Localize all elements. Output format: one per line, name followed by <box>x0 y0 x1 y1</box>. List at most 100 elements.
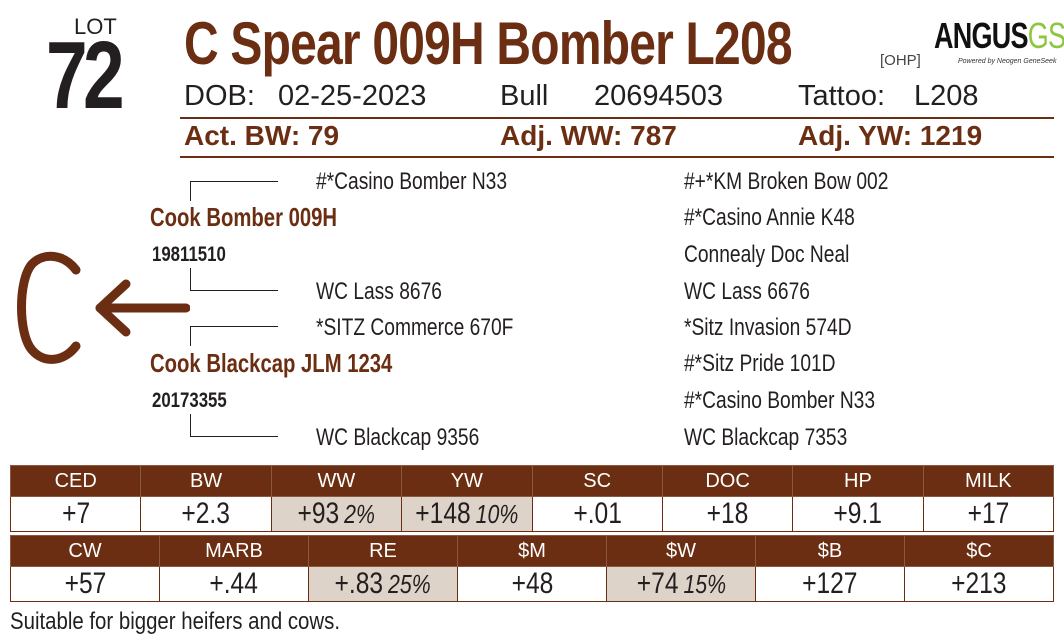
epd-value: +93 <box>297 497 340 531</box>
logo-subtitle: Powered by Neogen GeneSeek <box>958 58 1057 65</box>
logo-wordmark: ANGUSGS <box>934 18 1064 54</box>
epd-header: $W <box>606 535 756 567</box>
logo-accent-text: GS <box>1027 15 1064 56</box>
epd-header: DOC <box>661 465 794 497</box>
epd-cell: +.83 25% <box>308 566 458 602</box>
epd-value: +213 <box>951 567 1007 601</box>
adjusted-yearling-weight: Adj. YW: 1219 <box>798 120 983 151</box>
epd-table-2: CW MARB RE $M $W $B $C +57 +.44 +.83 25% … <box>10 535 1054 602</box>
sire-sire-name: #*Casino Bomber N33 <box>316 168 508 195</box>
header-divider-top <box>180 117 1054 119</box>
epd-cell: +.44 <box>159 566 309 602</box>
epd-value: +18 <box>706 497 749 531</box>
epd-percentile: 2% <box>344 499 376 529</box>
epd-header: $M <box>457 535 607 567</box>
registration-number: 20694503 <box>594 80 724 112</box>
dob-value: 02-25-2023 <box>278 80 427 112</box>
epd-header: HP <box>792 465 924 497</box>
epd-cell: +9.1 <box>792 496 924 532</box>
arrow-left-icon <box>95 279 190 337</box>
third-gen-5: *Sitz Invasion 574D <box>684 314 852 341</box>
epd-cell: +48 <box>457 566 607 602</box>
epd-value: +9.1 <box>833 497 883 531</box>
epd-cell: +74 15% <box>606 566 756 602</box>
epd-value: +7 <box>61 497 90 531</box>
epd-header: CW <box>10 535 160 567</box>
epd-value: +.83 <box>334 567 384 601</box>
epd-cell: +2.3 <box>140 496 272 532</box>
sire-dam-connector <box>190 290 278 291</box>
epd-value: +.01 <box>572 497 622 531</box>
sire-upper-bracket <box>190 181 191 201</box>
epd-cell: +57 <box>10 566 160 602</box>
dam-name: Cook Blackcap JLM 1234 <box>150 348 393 378</box>
epd-header-row: CW MARB RE $M $W $B $C <box>10 535 1054 567</box>
epd-cell: +.01 <box>531 496 663 532</box>
third-gen-4: WC Lass 6676 <box>684 278 810 305</box>
grade-c-mark <box>17 251 81 364</box>
logo-main-text: ANGUS <box>934 15 1029 56</box>
sire-registration: 19811510 <box>152 243 226 266</box>
epd-value: +17 <box>967 497 1010 531</box>
epd-cell: +213 <box>904 566 1054 602</box>
third-gen-1: #+*KM Broken Bow 002 <box>684 168 889 195</box>
epd-value: +48 <box>511 567 553 601</box>
epd-value: +2.3 <box>181 497 231 531</box>
epd-percentile: 15% <box>682 569 726 599</box>
sire-name: Cook Bomber 009H <box>150 202 338 232</box>
epd-header: RE <box>308 535 458 567</box>
epd-header: BW <box>140 465 272 497</box>
header-divider-bottom <box>180 156 1054 158</box>
epd-header: $B <box>755 535 905 567</box>
epd-header: WW <box>270 465 403 497</box>
epd-header: MARB <box>159 535 309 567</box>
angus-gs-logo: ANGUSGS Powered by Neogen GeneSeek <box>934 18 1064 72</box>
tattoo-value: L208 <box>914 80 979 112</box>
third-gen-6: #*Sitz Pride 101D <box>684 350 836 377</box>
epd-cell: +93 2% <box>270 496 403 532</box>
dam-sire-connector <box>190 326 278 327</box>
epd-cell: +148 10% <box>401 496 533 532</box>
dam-registration: 20173355 <box>152 389 227 412</box>
animal-name: C Spear 009H Bomber L208 <box>184 10 793 77</box>
epd-cell: +127 <box>755 566 905 602</box>
dam-lower-bracket <box>190 414 191 436</box>
sire-dam-name: WC Lass 8676 <box>316 278 442 305</box>
dam-sire-name: *SITZ Commerce 670F <box>316 314 514 341</box>
third-gen-7: #*Casino Bomber N33 <box>684 387 876 414</box>
epd-cell: +18 <box>661 496 794 532</box>
sire-sire-connector <box>190 181 278 182</box>
epd-header: $C <box>904 535 1054 567</box>
lot-label: LOT <box>74 14 117 39</box>
epd-value: +.44 <box>209 567 259 601</box>
third-gen-2: #*Casino Annie K48 <box>684 204 855 231</box>
epd-header: SC <box>531 465 663 497</box>
adjusted-weaning-weight: Adj. WW: 787 <box>500 120 677 151</box>
tattoo-label: Tattoo: <box>798 80 886 112</box>
epd-cell: +7 <box>9 496 142 532</box>
third-gen-3: Connealy Doc Neal <box>684 241 850 268</box>
epd-header: MILK <box>922 465 1055 497</box>
epd-header: CED <box>9 465 142 497</box>
epd-value: +74 <box>636 567 679 601</box>
epd-value: +57 <box>64 567 106 601</box>
epd-value: +148 <box>415 497 471 531</box>
epd-cell: +17 <box>922 496 1055 532</box>
sire-lower-bracket <box>190 268 191 290</box>
epd-value-row: +57 +.44 +.83 25% +48 +74 15% +127 +213 <box>10 566 1054 602</box>
lot-number: 72 <box>46 22 125 129</box>
sex-value: Bull <box>500 80 549 112</box>
epd-header: YW <box>401 465 533 497</box>
epd-value: +127 <box>802 567 858 601</box>
epd-percentile: 25% <box>388 569 432 599</box>
dam-dam-connector <box>190 436 278 437</box>
actual-birth-weight: Act. BW: 79 <box>184 120 340 151</box>
dam-dam-name: WC Blackcap 9356 <box>316 424 480 451</box>
epd-header-row: CED BW WW YW SC DOC HP MILK <box>9 465 1055 497</box>
dob-label: DOB: <box>184 80 255 112</box>
ohp-tag: [OHP] <box>880 52 921 69</box>
epd-value-row: +7 +2.3 +93 2% +148 10% +.01 +18 +9.1 +17 <box>9 496 1055 532</box>
epd-percentile: 10% <box>475 499 519 529</box>
third-gen-8: WC Blackcap 7353 <box>684 424 848 451</box>
footnote: Suitable for bigger heifers and cows. <box>10 608 340 635</box>
